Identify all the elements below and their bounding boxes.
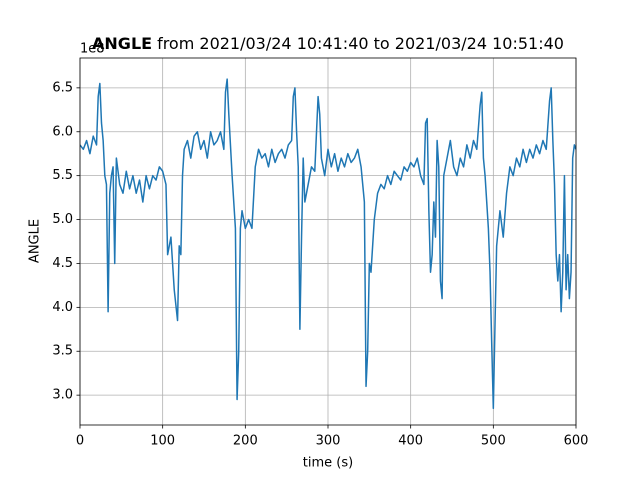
- x-tick-label: 300: [316, 434, 341, 449]
- y-tick-label: 3.5: [52, 344, 73, 359]
- x-tick-label: 100: [150, 434, 175, 449]
- offset-text: 1e8: [80, 42, 105, 57]
- y-tick-label: 6.5: [52, 80, 73, 95]
- y-tick-label: 5.0: [52, 212, 73, 227]
- x-tick-label: 200: [233, 434, 258, 449]
- title-bold: ANGLE: [92, 34, 152, 53]
- x-axis-label: time (s): [303, 456, 353, 471]
- x-tick-label: 500: [481, 434, 506, 449]
- x-tick-label: 0: [76, 434, 84, 449]
- plot: [80, 78, 576, 410]
- grid: [79, 58, 577, 425]
- y-tick-label: 4.0: [52, 300, 73, 315]
- title-text: from 2021/03/24 10:41:40 to 2021/03/24 1…: [157, 34, 564, 53]
- line: [80, 78, 576, 410]
- y-axis-label: ANGLE: [28, 219, 43, 263]
- x-tick-label: 400: [398, 434, 423, 449]
- y-tick-label: 3.0: [52, 388, 73, 403]
- x-tick-label: 600: [564, 434, 589, 449]
- y-tick-label: 6.0: [52, 124, 73, 139]
- y-tick-label: 5.5: [52, 168, 73, 183]
- ticks: 0 100 200 300 400 500 600 3.0 3.5 4.0 4.5 5.0 5.5 6.0…: [52, 80, 588, 448]
- chart-title: ANGLE from 2021/03/24 10:41:40 to 2021/03…: [92, 34, 564, 53]
- y-tick-label: 4.5: [52, 256, 73, 271]
